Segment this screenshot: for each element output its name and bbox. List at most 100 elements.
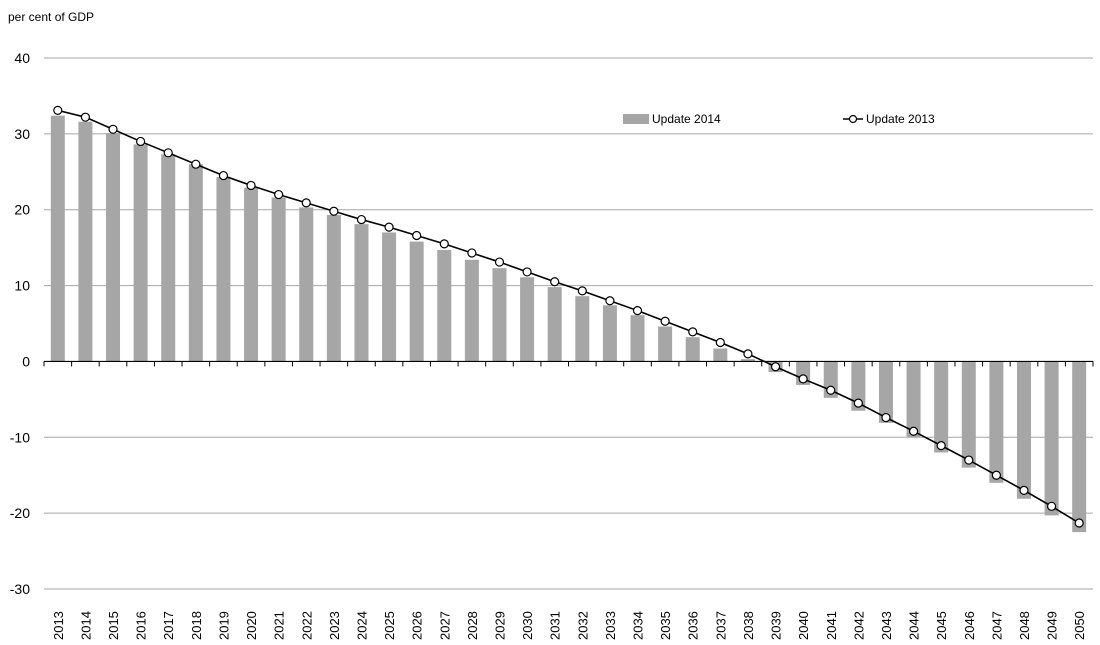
x-tick-label: 2035 xyxy=(658,611,673,640)
legend-swatch-update-2014 xyxy=(623,114,649,124)
bar-update-2014 xyxy=(630,315,645,362)
point-update-2013 xyxy=(991,470,1001,480)
point-update-2013 xyxy=(1046,501,1057,511)
bar-update-2014 xyxy=(713,348,728,362)
point-update-2013 xyxy=(660,316,670,326)
bar-update-2014 xyxy=(658,326,673,362)
point-update-2013 xyxy=(964,455,974,465)
bar-update-2014 xyxy=(906,361,921,438)
bar-update-2014 xyxy=(437,249,452,362)
x-tick-label: 2029 xyxy=(492,611,507,640)
x-tick-label: 2047 xyxy=(989,611,1004,640)
x-tick-label: 2014 xyxy=(78,611,93,640)
x-tick-label: 2038 xyxy=(741,611,756,640)
point-update-2013 xyxy=(329,206,339,216)
y-tick-label: -30 xyxy=(10,581,30,597)
point-update-2013 xyxy=(632,306,643,316)
point-update-2013 xyxy=(605,296,615,306)
x-tick-label: 2046 xyxy=(962,611,977,640)
bar-update-2014 xyxy=(1016,361,1031,499)
point-update-2013 xyxy=(688,327,698,337)
x-tick-label: 2026 xyxy=(410,611,425,640)
x-tick-label: 2025 xyxy=(382,611,397,640)
x-tick-label: 2037 xyxy=(713,611,728,640)
bar-update-2014 xyxy=(326,215,341,362)
bar-update-2014 xyxy=(575,296,590,362)
point-update-2013 xyxy=(439,239,449,249)
bar-update-2014 xyxy=(961,361,976,468)
y-axis-label: per cent of GDP xyxy=(8,10,94,24)
point-update-2013 xyxy=(384,222,394,232)
point-update-2013 xyxy=(1074,518,1084,528)
bar-update-2014 xyxy=(464,259,479,362)
bar-update-2014 xyxy=(188,164,203,362)
bar-update-2014 xyxy=(602,305,617,362)
bar-update-2014 xyxy=(382,232,397,362)
x-tick-label: 2044 xyxy=(907,611,922,640)
bar-update-2014 xyxy=(50,115,65,362)
bar-update-2014 xyxy=(1044,361,1059,516)
x-tick-label: 2032 xyxy=(575,611,590,640)
point-update-2013 xyxy=(301,198,311,208)
bar-update-2014 xyxy=(520,277,535,362)
x-tick-label: 2045 xyxy=(934,611,949,640)
point-update-2013 xyxy=(936,441,946,451)
legend-marker-update-2013 xyxy=(848,114,858,124)
y-tick-label: -20 xyxy=(10,505,30,521)
bar-update-2014 xyxy=(106,133,121,362)
bar-update-2014 xyxy=(1072,361,1087,533)
point-update-2013 xyxy=(770,362,781,372)
point-update-2013 xyxy=(743,349,753,359)
bar-update-2014 xyxy=(492,268,507,362)
point-update-2013 xyxy=(467,248,477,258)
bar-update-2014 xyxy=(271,197,286,362)
y-tick-label: 0 xyxy=(22,353,30,369)
x-tick-label: 2036 xyxy=(686,611,701,640)
x-tick-label: 2042 xyxy=(851,611,866,640)
bar-update-2014 xyxy=(409,241,424,362)
line-series-update-2013 xyxy=(53,105,1084,528)
point-update-2013 xyxy=(356,214,367,225)
point-update-2013 xyxy=(218,170,229,181)
x-tick-label: 2019 xyxy=(216,611,231,640)
x-tick-label: 2028 xyxy=(465,611,480,640)
bar-update-2014 xyxy=(989,361,1004,483)
x-tick-labels: 2013 2014 2015 2016 2017 2018 2019 2020 2021 2022… xyxy=(51,611,1087,640)
point-update-2013 xyxy=(494,257,505,267)
x-tick-label: 2050 xyxy=(1072,611,1087,640)
y-tick-label: 20 xyxy=(14,202,30,218)
point-update-2013 xyxy=(136,136,146,147)
point-update-2013 xyxy=(246,180,256,191)
x-tick-label: 2016 xyxy=(134,611,149,640)
point-update-2013 xyxy=(577,286,587,296)
bar-series-update-2014 xyxy=(50,115,1087,533)
x-tick-label: 2030 xyxy=(520,611,535,640)
point-update-2013 xyxy=(1019,485,1029,495)
bar-update-2014 xyxy=(851,361,866,411)
legend: Update 2014 Update 2013 xyxy=(623,112,935,126)
bar-update-2014 xyxy=(78,121,93,362)
x-tick-label: 2018 xyxy=(189,611,204,640)
x-tick-label: 2024 xyxy=(354,611,369,640)
point-update-2013 xyxy=(826,385,836,395)
y-tick-label: 30 xyxy=(14,126,30,142)
bar-update-2014 xyxy=(354,224,369,362)
x-tick-label: 2034 xyxy=(631,611,646,640)
bar-update-2014 xyxy=(299,207,314,362)
x-tick-label: 2043 xyxy=(879,611,894,640)
x-tick-label: 2040 xyxy=(796,611,811,640)
x-tick-label: 2033 xyxy=(603,611,618,640)
point-update-2013 xyxy=(550,277,560,287)
line-update-2013 xyxy=(57,109,1080,524)
y-tick-label: 40 xyxy=(14,50,30,66)
point-update-2013 xyxy=(191,159,201,169)
point-update-2013 xyxy=(522,267,532,277)
point-update-2013 xyxy=(412,230,422,241)
point-update-2013 xyxy=(274,189,284,200)
bar-update-2014 xyxy=(133,144,148,362)
x-tick-label: 2015 xyxy=(106,611,121,640)
y-tick-label: 10 xyxy=(14,278,30,294)
point-update-2013 xyxy=(108,124,118,134)
x-tick-label: 2048 xyxy=(1017,611,1032,640)
bar-update-2014 xyxy=(740,359,755,362)
